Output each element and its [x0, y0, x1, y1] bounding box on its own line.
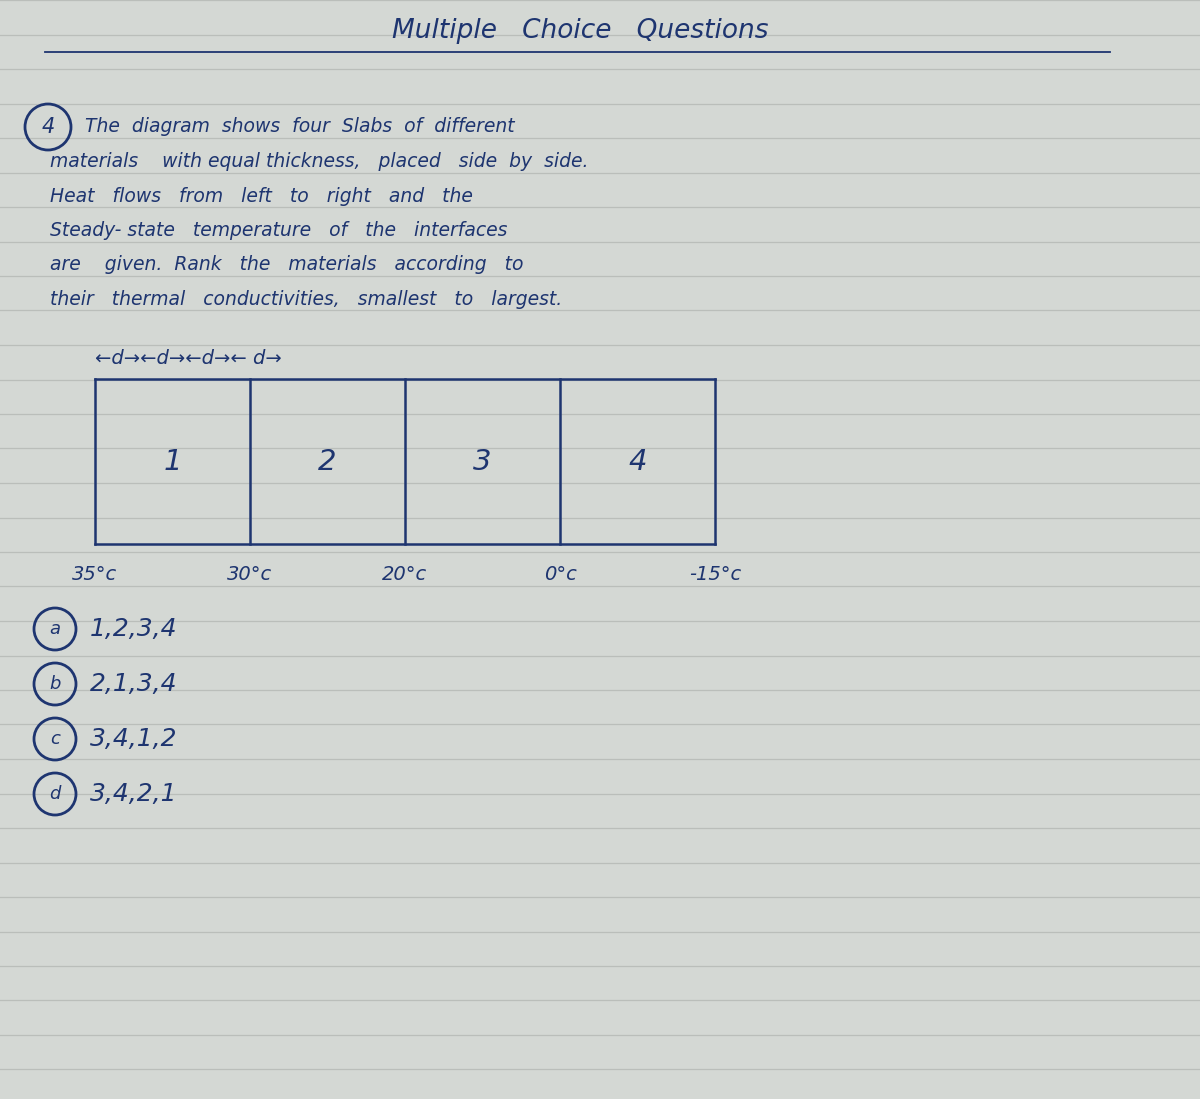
Text: Heat   flows   from   left   to   right   and   the: Heat flows from left to right and the [50, 187, 473, 206]
Text: 2,1,3,4: 2,1,3,4 [90, 671, 178, 696]
Text: 20°c: 20°c [383, 565, 427, 584]
Text: 2: 2 [318, 447, 337, 476]
Text: 30°c: 30°c [227, 565, 272, 584]
Text: d: d [49, 785, 61, 803]
Text: 35°c: 35°c [72, 565, 118, 584]
Text: 3,4,2,1: 3,4,2,1 [90, 782, 178, 806]
Text: 3: 3 [473, 447, 492, 476]
Text: 4: 4 [41, 116, 55, 137]
Text: a: a [49, 620, 60, 639]
Text: ←d→←d→←d→← d→: ←d→←d→←d→← d→ [95, 349, 282, 368]
Text: 1: 1 [163, 447, 181, 476]
Text: 4: 4 [629, 447, 647, 476]
Text: materials    with equal thickness,   placed   side  by  side.: materials with equal thickness, placed s… [50, 152, 588, 171]
Text: Steady- state   temperature   of   the   interfaces: Steady- state temperature of the interfa… [50, 221, 508, 240]
Text: Multiple   Choice   Questions: Multiple Choice Questions [391, 18, 768, 44]
Text: The  diagram  shows  four  Slabs  of  different: The diagram shows four Slabs of differen… [85, 118, 515, 136]
Text: -15°c: -15°c [689, 565, 742, 584]
Text: 3,4,1,2: 3,4,1,2 [90, 728, 178, 751]
Text: b: b [49, 675, 61, 693]
Text: are    given.  Rank   the   materials   according   to: are given. Rank the materials according … [50, 255, 523, 275]
Text: 0°c: 0°c [544, 565, 576, 584]
Text: 1,2,3,4: 1,2,3,4 [90, 617, 178, 641]
Text: c: c [50, 730, 60, 748]
Text: their   thermal   conductivities,   smallest   to   largest.: their thermal conductivities, smallest t… [50, 290, 563, 309]
